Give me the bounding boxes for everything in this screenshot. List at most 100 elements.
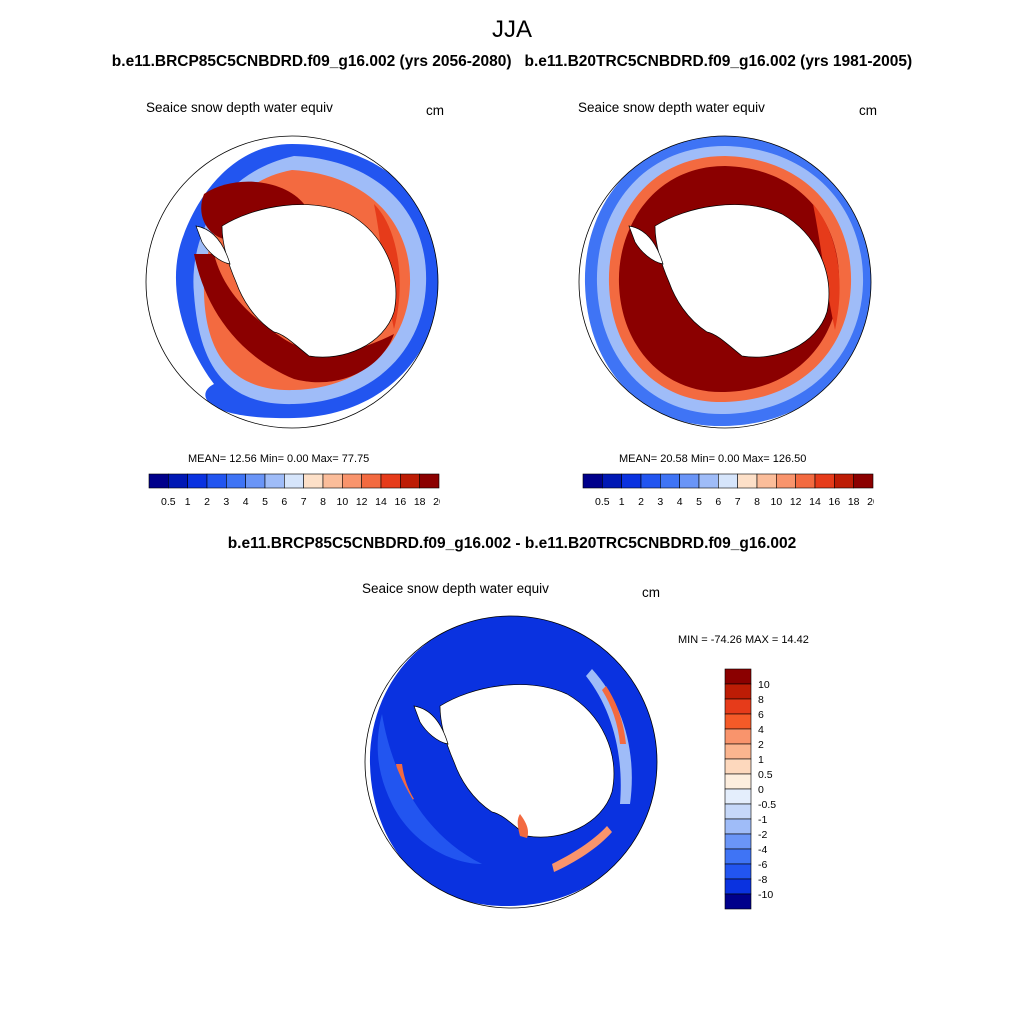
difference-polar-map — [364, 615, 658, 909]
future-colorbar-tick-label: 20 — [433, 496, 440, 508]
future-colorbar-tick-label: 10 — [336, 496, 348, 508]
future-colorbar-tick-label: 8 — [320, 496, 326, 508]
difference-colorbar: 10 8 6 4 2 1 0.5 0 -0.5 -1 -2 -4 -6 -8 -10 — [724, 668, 776, 910]
future-colorbar-swatch-10 — [342, 473, 362, 489]
difference-colorbar-swatch-7 — [724, 773, 752, 790]
future-colorbar-tick-label: 5 — [262, 496, 268, 508]
historical-colorbar-swatch-11 — [795, 473, 816, 489]
left-case-title: b.e11.BRCP85C5CNBDRD.f09_g16.002 (yrs 20… — [111, 53, 512, 70]
difference-colorbar-tick-label: -8 — [758, 874, 767, 886]
historical-colorbar-swatch-9 — [756, 473, 777, 489]
historical-colorbar-swatch-13 — [834, 473, 854, 489]
difference-colorbar-tick-label: -2 — [758, 829, 767, 841]
future-units-label: cm — [426, 103, 444, 118]
difference-colorbar-swatch-0 — [724, 668, 752, 685]
historical-colorbar-swatch-6 — [698, 473, 719, 489]
future-stats: MEAN= 12.56 Min= 0.00 Max= 77.75 — [188, 453, 370, 465]
future-polar-map — [145, 135, 439, 429]
difference-variable-label: Seaice snow depth water equiv — [362, 581, 549, 596]
historical-colorbar-swatch-10 — [776, 473, 796, 489]
future-colorbar-swatch-1 — [168, 473, 188, 489]
historical-colorbar-swatch-4 — [660, 473, 680, 489]
difference-stats: MIN = -74.26 MAX = 14.42 — [678, 634, 809, 646]
future-colorbar-swatch-0 — [148, 473, 169, 489]
future-colorbar-swatch-7 — [284, 473, 304, 489]
historical-colorbar-tick-label: 4 — [677, 496, 683, 508]
figure-title: JJA — [491, 16, 532, 43]
historical-colorbar-tick-label: 16 — [828, 496, 840, 508]
historical-colorbar-tick-label: 8 — [754, 496, 760, 508]
future-colorbar-swatch-5 — [245, 473, 266, 489]
future-colorbar-tick-label: 4 — [243, 496, 249, 508]
historical-colorbar-swatch-5 — [679, 473, 700, 489]
future-colorbar-tick-label: 0.5 — [161, 496, 176, 508]
historical-sea-ice-field — [584, 136, 871, 427]
historical-colorbar-swatch-3 — [640, 473, 661, 489]
difference-colorbar-tick-label: 6 — [758, 709, 764, 721]
historical-colorbar-swatch-0 — [582, 473, 603, 489]
historical-colorbar-tick-label: 1 — [619, 496, 625, 508]
historical-colorbar-swatch-2 — [621, 473, 642, 489]
future-colorbar-swatch-3 — [206, 473, 227, 489]
future-colorbar-swatch-9 — [322, 473, 343, 489]
future-colorbar-tick-label: 16 — [394, 496, 406, 508]
difference-colorbar-tick-label: -4 — [758, 844, 767, 856]
future-colorbar-tick-label: 2 — [204, 496, 210, 508]
historical-colorbar-tick-label: 2 — [638, 496, 644, 508]
future-colorbar-tick-label: 18 — [414, 496, 426, 508]
historical-stats: MEAN= 20.58 Min= 0.00 Max= 126.50 — [619, 453, 807, 465]
difference-colorbar-tick-label: 2 — [758, 739, 764, 751]
future-colorbar-swatch-13 — [400, 473, 420, 489]
difference-colorbar-tick-label: -6 — [758, 859, 767, 871]
historical-colorbar-tick-label: 6 — [715, 496, 721, 508]
future-colorbar-tick-label: 12 — [356, 496, 368, 508]
future-colorbar-swatch-12 — [380, 473, 401, 489]
future-colorbar-swatch-14 — [419, 473, 440, 489]
future-colorbar-swatch-6 — [264, 473, 285, 489]
historical-colorbar-tick-label: 20 — [867, 496, 874, 508]
historical-colorbar-tick-label: 18 — [848, 496, 860, 508]
case-titles-row: b.e11.BRCP85C5CNBDRD.f09_g16.002 (yrs 20… — [0, 53, 1024, 71]
difference-colorbar-swatch-2 — [724, 698, 752, 715]
difference-colorbar-swatch-3 — [724, 713, 752, 730]
difference-colorbar-swatch-1 — [724, 683, 752, 700]
historical-colorbar-tick-label: 14 — [809, 496, 821, 508]
historical-variable-label: Seaice snow depth water equiv — [578, 100, 765, 115]
difference-colorbar-swatch-15 — [724, 893, 752, 910]
future-colorbar-swatch-8 — [303, 473, 324, 489]
historical-polar-map — [578, 135, 872, 429]
difference-colorbar-swatch-6 — [724, 758, 752, 775]
difference-colorbar-swatch-12 — [724, 848, 752, 865]
future-colorbar-tick-label: 7 — [301, 496, 307, 508]
difference-colorbar-tick-label: -1 — [758, 814, 767, 826]
historical-colorbar-tick-label: 5 — [696, 496, 702, 508]
historical-colorbar-swatch-7 — [718, 473, 738, 489]
future-sea-ice-field — [176, 144, 438, 419]
future-variable-label: Seaice snow depth water equiv — [146, 100, 333, 115]
future-colorbar-swatch-11 — [361, 473, 382, 489]
historical-colorbar-swatch-14 — [853, 473, 874, 489]
historical-colorbar-swatch-12 — [814, 473, 835, 489]
difference-colorbar-swatch-8 — [724, 788, 752, 805]
historical-colorbar-tick-label: 3 — [657, 496, 663, 508]
historical-colorbar-tick-label: 7 — [735, 496, 741, 508]
difference-colorbar-swatch-13 — [724, 863, 752, 880]
difference-colorbar-tick-label: -0.5 — [758, 799, 776, 811]
difference-colorbar-swatch-9 — [724, 803, 752, 820]
historical-colorbar-tick-label: 12 — [790, 496, 802, 508]
difference-colorbar-tick-label: 10 — [758, 679, 770, 691]
historical-colorbar-swatch-1 — [602, 473, 622, 489]
difference-colorbar-swatch-10 — [724, 818, 752, 835]
historical-colorbar-tick-label: 10 — [770, 496, 782, 508]
future-colorbar-swatch-4 — [226, 473, 246, 489]
future-colorbar-tick-label: 6 — [281, 496, 287, 508]
historical-colorbar-swatch-8 — [737, 473, 758, 489]
difference-colorbar-tick-label: 1 — [758, 754, 764, 766]
future-colorbar-swatch-2 — [187, 473, 208, 489]
difference-colorbar-swatch-4 — [724, 728, 752, 745]
right-case-title: b.e11.B20TRC5CNBDRD.f09_g16.002 (yrs 198… — [524, 53, 913, 70]
difference-colorbar-tick-label: -10 — [758, 889, 773, 901]
difference-title: b.e11.BRCP85C5CNBDRD.f09_g16.002 - b.e11… — [227, 535, 797, 552]
